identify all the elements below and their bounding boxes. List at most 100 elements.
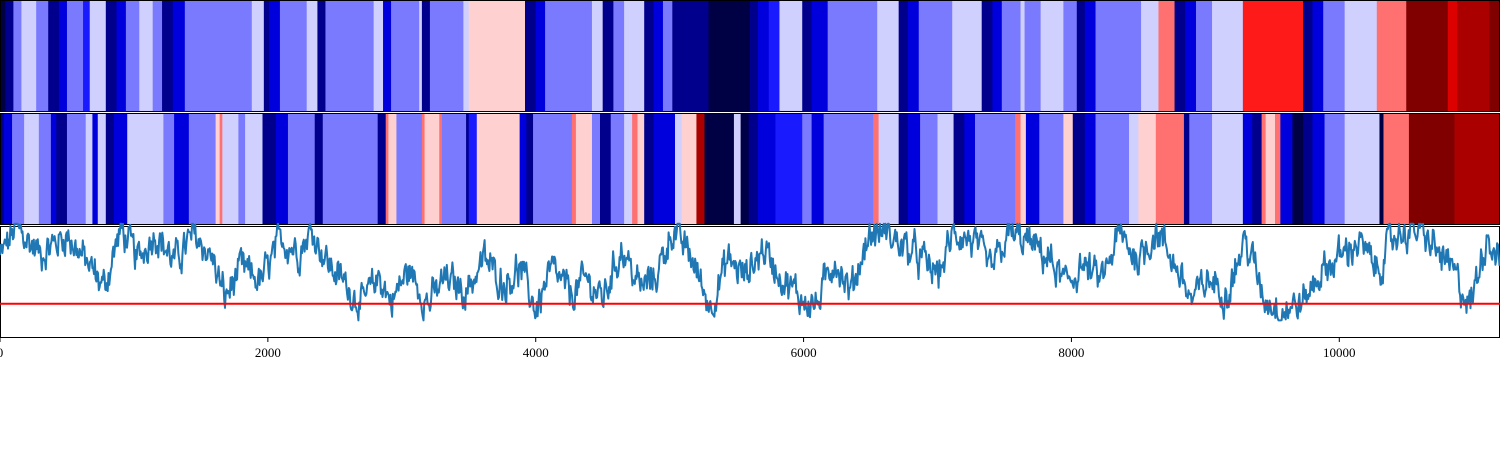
segment [1383,113,1410,225]
segment [779,0,803,112]
segment [314,113,324,225]
segment [704,113,735,225]
segment [1457,0,1490,112]
segment [1312,0,1324,112]
segment [421,113,426,225]
segment [675,113,683,225]
segment [1095,0,1142,112]
segment [644,0,655,112]
segment [545,0,593,112]
segment [740,113,750,225]
segment [21,0,37,112]
segment [575,113,593,225]
segment [1084,0,1097,112]
segment [184,0,253,112]
segment [396,113,423,225]
segment [1275,113,1281,225]
segment [92,113,99,225]
segment [1406,0,1449,112]
segment [12,113,25,225]
segment [526,113,534,225]
segment [602,0,614,112]
segment [1129,113,1139,225]
segment [36,0,49,112]
segment [325,0,375,112]
segment [373,0,384,112]
segment [439,113,443,225]
segment [66,0,84,112]
segment [644,113,655,225]
x-tick-label: 4000 [523,345,549,360]
segment [1242,0,1304,112]
segment [429,0,464,112]
segment [1024,0,1042,112]
segment [468,0,526,112]
segment [13,0,23,112]
segment [188,113,217,225]
segment [127,113,164,225]
segment [306,0,319,112]
segment [1303,0,1314,112]
segment [1324,113,1346,225]
segment [981,0,994,112]
segment [1379,113,1385,225]
segment [1185,0,1197,112]
segment [653,113,676,225]
segment [1025,113,1040,225]
segment [525,0,537,112]
segment [802,113,813,225]
segment [1242,113,1253,225]
segment [1454,113,1500,225]
x-tick-label: 0 [0,345,3,360]
segment [1303,113,1314,225]
segment [672,0,710,112]
segment [441,113,467,225]
segment [571,113,577,225]
segment [681,113,698,225]
segment [637,113,645,225]
segment [632,113,639,225]
segment [105,0,118,112]
signal-track [0,222,1500,338]
segment [1312,113,1326,225]
segment [662,0,673,112]
segment [152,0,163,112]
segment [600,113,612,225]
segment [172,0,186,112]
segment [975,113,1016,225]
segment [519,113,527,225]
segment [591,113,601,225]
x-axis: 0 2000 4000 6000 8000 10000 [0,338,1356,360]
segment [269,0,281,112]
segment [653,0,664,112]
segment [219,113,223,225]
segment [992,0,1003,112]
segment [1189,113,1213,225]
segment [758,0,770,112]
segment [139,0,154,112]
segment [262,113,277,225]
segment [275,113,289,225]
segment [238,113,246,225]
segment [533,113,573,225]
segment [58,0,68,112]
segment [1195,0,1213,112]
signal-line [0,222,1500,322]
segment [1138,113,1157,225]
segment [1020,113,1027,225]
segment [1072,113,1086,225]
segment [383,0,392,112]
segment [279,0,308,112]
segment [1408,113,1456,225]
segment [0,113,5,225]
segment [1292,113,1304,225]
segment [918,0,953,112]
segment-strip-top [0,0,1500,112]
segment [113,113,128,225]
segment [873,113,880,225]
segment [419,0,423,112]
segment [1323,0,1346,112]
x-tick-label: 8000 [1058,345,1084,360]
segment [964,113,976,225]
